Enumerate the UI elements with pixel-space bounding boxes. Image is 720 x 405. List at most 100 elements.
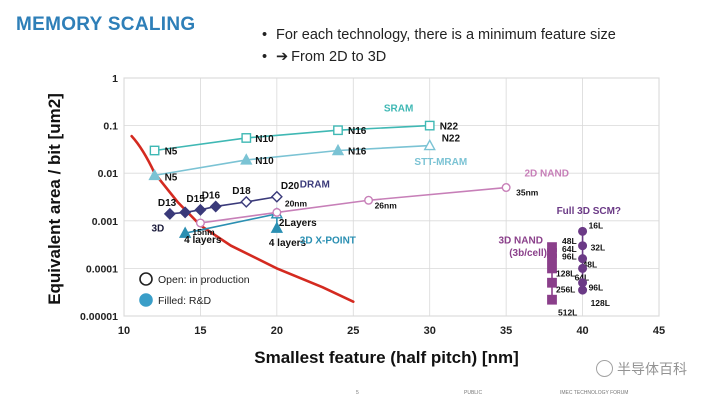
3d-nand-3b-cell-point-label: 64L (562, 244, 577, 254)
y-axis-label: Equivalent area / bit [um2] (45, 93, 64, 305)
2d-nand-point-label: 20nm (285, 198, 308, 208)
stt-mram-point (240, 153, 253, 165)
stt-mram-point (148, 168, 161, 181)
3d-nand-3b-cell-point (547, 253, 557, 264)
y-tick-label: 0.0001 (86, 263, 118, 275)
full-3d-scm-point-label: 96L (589, 283, 604, 293)
legend-filled-icon (139, 293, 153, 307)
stt-mram-point-label: N22 (442, 134, 461, 145)
3d-x-point-point-label: 2Layers (279, 218, 317, 229)
full-3d-scm-point-label: 48L (583, 260, 598, 270)
annotation-2d-nand: 2D NAND (524, 169, 568, 180)
arrow-icon: ➔ (276, 49, 289, 65)
bullet-list: • For each technology, there is a minimum… (262, 26, 616, 70)
y-tick-label: 0.1 (103, 121, 118, 133)
x-tick-label: 25 (347, 325, 359, 337)
annotation-3d: 3D (152, 223, 165, 234)
2d-nand-point (501, 183, 511, 193)
sram-point (424, 120, 435, 131)
full-3d-scm-point (578, 226, 588, 236)
stt-mram-point (423, 138, 436, 151)
annotation-dram: DRAM (300, 180, 330, 191)
stt-mram-point-label: N5 (165, 172, 178, 183)
sram-point-label: N10 (255, 134, 274, 145)
annotation-3b-cell: (3b/cell) (509, 248, 547, 259)
watermark: 半导体百科 (596, 359, 687, 379)
3d-nand-3b-cell-point (547, 294, 557, 305)
y-tick-label: 1 (112, 73, 118, 85)
dram-point-label: D16 (202, 190, 221, 201)
legend-open-label: Open: in production (158, 274, 250, 286)
annotation-3d-nand: 3D NAND (499, 236, 543, 247)
x-tick-label: 15 (194, 325, 206, 337)
dram-point (163, 207, 176, 220)
sram-line (154, 124, 430, 152)
wechat-icon (596, 360, 613, 377)
stt-mram-point-label: N10 (255, 156, 274, 167)
y-tick-label: 0.00001 (80, 311, 118, 323)
legend-open-icon (139, 272, 153, 286)
annotation-3d-x-point: 3D X-POINT (300, 236, 356, 247)
3d-nand-3b-cell-point-label: 48L (562, 236, 577, 246)
sram-point (241, 133, 252, 143)
2d-nand-point-label: 26nm (375, 200, 398, 210)
2d-nand-point-label: 35nm (516, 188, 539, 198)
dram-point-label: D20 (281, 181, 300, 192)
bullet-1: • For each technology, there is a minimum… (262, 26, 616, 48)
sram-point-label: N5 (165, 146, 178, 157)
dram-point-label: D15 (186, 194, 205, 205)
3d-x-point-point-label: 4 layers (269, 238, 307, 249)
full-3d-scm-point (578, 254, 588, 264)
bullet-marker: • (262, 49, 268, 65)
3d-nand-3b-cell-point-label: 512L (558, 308, 577, 318)
2d-nand-line (200, 186, 507, 224)
3d-nand-3b-cell-point-label: 128L (556, 268, 575, 278)
full-3d-scm-point (578, 285, 588, 295)
dram-point (209, 200, 222, 213)
stt-mram-point-label: N16 (348, 146, 367, 157)
bullet-text: From 2D to 3D (291, 49, 387, 65)
annotation-sram: SRAM (384, 103, 413, 114)
bullet-text: For each technology, there is a minimum … (276, 27, 616, 43)
x-tick-label: 10 (118, 325, 130, 337)
3d-nand-3b-cell-point-label: 256L (556, 285, 575, 295)
x-tick-label: 45 (653, 325, 665, 337)
3d-x-point-point-label: 4 layers (184, 235, 222, 246)
annotation-full-3d-scm: Full 3D SCM? (557, 206, 621, 217)
dram-point-label: D18 (232, 186, 251, 197)
full-3d-scm-point-label: 64L (575, 272, 590, 282)
2d-nand-point-label: 15nm (192, 227, 215, 237)
2d-nand-point (195, 218, 205, 228)
legend-filled-label: Filled: R&D (158, 295, 212, 307)
full-3d-scm-point-label: 16L (589, 220, 604, 230)
stt-mram-line (154, 144, 430, 177)
sram-point-label: N22 (440, 122, 459, 133)
y-tick-label: 0.01 (98, 168, 119, 180)
2d-nand-point (272, 207, 282, 217)
3d-nand-3b-cell-point (547, 277, 557, 288)
footer-forum: IMEC TECHNOLOGY FORUM (560, 390, 629, 396)
sram-point (333, 125, 343, 136)
footer-public: PUBLIC (464, 390, 483, 396)
full-3d-scm-point (578, 263, 588, 273)
dram-point (270, 190, 283, 203)
3d-nand-3b-cell-point (547, 263, 557, 274)
full-3d-scm-point-label: 32L (591, 243, 606, 253)
y-tick-label: 0.001 (92, 216, 118, 228)
sram-point-label: N16 (348, 126, 367, 137)
full-3d-scm-point (578, 241, 588, 251)
x-tick-label: 30 (424, 325, 436, 337)
footer-page-number: 5 (356, 390, 359, 396)
slide-title: MEMORY SCALING (16, 14, 196, 35)
3d-x-point-point (270, 221, 284, 233)
dram-point-label: D13 (158, 198, 177, 209)
stt-mram-point (331, 143, 345, 156)
dram-point (194, 203, 207, 216)
full-3d-scm-point (578, 278, 588, 288)
full-3d-scm-point-label: 128L (591, 298, 610, 308)
x-tick-label: 20 (271, 325, 283, 337)
dram-point (179, 206, 192, 219)
bullet-2: • ➔ From 2D to 3D (262, 48, 616, 70)
3d-x-point-point (178, 226, 192, 238)
